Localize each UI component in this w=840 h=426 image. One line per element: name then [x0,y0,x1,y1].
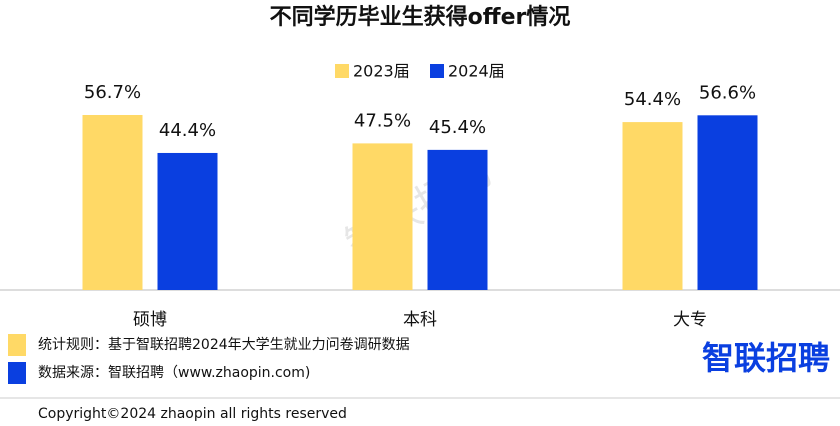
chart-title: 不同学历毕业生获得offer情况 [270,4,571,30]
value-label: 44.4% [159,120,216,141]
note-marker [8,334,26,356]
x-tick-label: 本科 [403,310,437,330]
note: 数据来源：智联招聘（www.zhaopin.com) [38,365,310,381]
value-label: 47.5% [354,110,411,131]
x-tick-label: 硕博 [133,310,167,330]
value-label: 56.7% [84,82,141,103]
bar [427,149,488,290]
value-label: 45.4% [429,117,486,138]
logo: 智联招聘 [702,339,830,377]
bar [82,115,143,290]
x-tick-label: 大专 [673,310,707,330]
note-marker [8,362,26,384]
bar [157,152,218,290]
legend-swatch [430,64,444,78]
legend-label: 2023届 [353,62,410,81]
value-label: 56.6% [699,82,756,103]
copyright: Copyright©2024 zhaopin all rights reserv… [38,406,347,422]
note: 统计规则：基于智联招聘2024年大学生就业力问卷调研数据 [38,336,410,353]
bar [622,122,683,291]
value-label: 54.4% [624,89,681,110]
legend-swatch [335,64,349,78]
bar [352,143,413,290]
bar [697,115,758,290]
legend-label: 2024届 [448,62,505,81]
